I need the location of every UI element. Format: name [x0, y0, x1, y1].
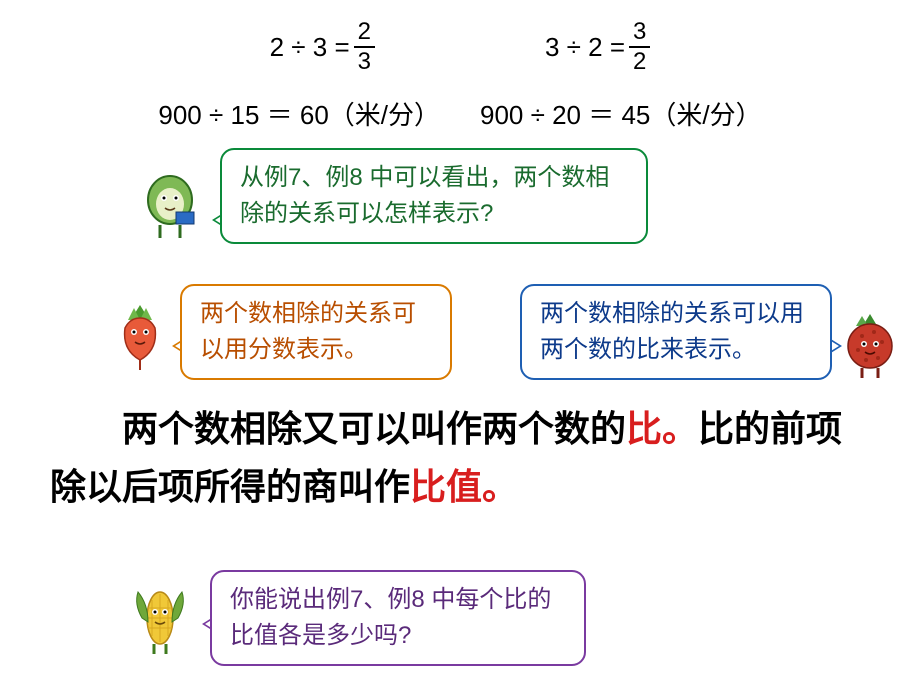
speech-bubble-orange: 两个数相除的关系可以用分数表示。 [180, 284, 452, 380]
equation-1: 2 ÷ 3 = 2 3 [270, 20, 375, 74]
speech-bubble-green: 从例7、例8 中可以看出，两个数相除的关系可以怎样表示? [220, 148, 648, 244]
fraction-1-denominator: 3 [354, 48, 375, 74]
fraction-2-denominator: 2 [629, 48, 650, 74]
eq2-left: 3 ÷ 2 = [545, 32, 625, 63]
fraction-1: 2 3 [354, 20, 375, 74]
fraction-1-numerator: 2 [354, 20, 375, 48]
equation-4: 900 ÷ 20 ＝ 45（米/分） [480, 95, 762, 132]
cabbage-character-icon [140, 170, 200, 240]
equation-row-1: 2 ÷ 3 = 2 3 3 ÷ 2 = 3 2 [0, 20, 920, 74]
eq1-left: 2 ÷ 3 = [270, 32, 350, 63]
fraction-2: 3 2 [629, 20, 650, 74]
equation-2: 3 ÷ 2 = 3 2 [545, 20, 650, 74]
radish-character-icon [110, 300, 170, 370]
corn-character-icon [130, 584, 190, 654]
lychee-character-icon [840, 310, 900, 380]
main-red2: 比值。 [410, 466, 518, 507]
main-part1: 两个数相除又可以叫作两个数的 [122, 408, 626, 449]
equation-3: 900 ÷ 15 ＝ 60（米/分） [158, 95, 440, 132]
speech-bubble-purple: 你能说出例7、例8 中每个比的比值各是多少吗? [210, 570, 586, 666]
speech-bubble-blue: 两个数相除的关系可以用两个数的比来表示。 [520, 284, 832, 380]
main-red1: 比。 [626, 408, 698, 449]
fraction-2-numerator: 3 [629, 20, 650, 48]
main-definition-text: 两个数相除又可以叫作两个数的比。比的前项除以后项所得的商叫作比值。 [50, 400, 870, 515]
equation-row-2: 900 ÷ 15 ＝ 60（米/分） 900 ÷ 20 ＝ 45（米/分） [0, 95, 920, 132]
